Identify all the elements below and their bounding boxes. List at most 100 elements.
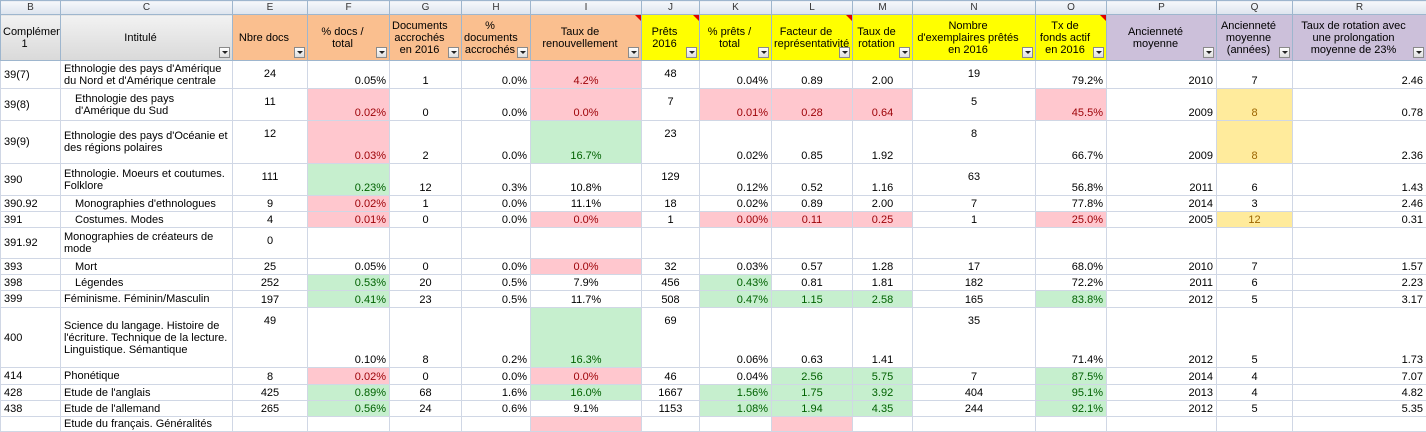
cell — [772, 417, 853, 432]
cell: 0.01% — [308, 212, 390, 228]
filter-button[interactable] — [376, 47, 387, 58]
cell: 2012 — [1107, 291, 1217, 308]
cell: 1.73 — [1293, 308, 1426, 368]
cell: 0.12% — [700, 164, 772, 196]
cell: 2010 — [1107, 61, 1217, 89]
cell — [1, 417, 61, 432]
cell: 0.0% — [531, 368, 642, 385]
cell — [1107, 417, 1217, 432]
cell: 1 — [390, 196, 462, 212]
comment-marker — [1100, 15, 1106, 21]
cell: 265 — [233, 401, 308, 417]
data-row: 39(8)Ethnologie des pays d'Amérique du S… — [1, 89, 1426, 121]
cell: 456 — [642, 275, 700, 291]
data-row: Etude du français. Généralités — [1, 417, 1426, 432]
cell: 49 — [233, 308, 308, 368]
cell: 0.78 — [1293, 89, 1426, 121]
cell: 0.43% — [700, 275, 772, 291]
cell: 2.56 — [772, 368, 853, 385]
column-header: Complément 1 — [1, 15, 61, 61]
column-header: Prêts 2016 — [642, 15, 700, 61]
cell: 4.35 — [853, 401, 913, 417]
cell: 0.0% — [531, 259, 642, 275]
cell: Phonétique — [61, 368, 233, 385]
cell: 0 — [390, 212, 462, 228]
column-letter: P — [1107, 1, 1217, 15]
filter-button[interactable] — [758, 47, 769, 58]
cell — [1036, 228, 1107, 259]
cell: 17 — [913, 259, 1036, 275]
cell: 400 — [1, 308, 61, 368]
cell: 2013 — [1107, 385, 1217, 401]
cell: 35 — [913, 308, 1036, 368]
filter-button[interactable] — [686, 47, 697, 58]
column-letter: J — [642, 1, 700, 15]
header-text: Nbre docs — [239, 32, 289, 44]
cell: 0.85 — [772, 121, 853, 164]
cell: 391.92 — [1, 228, 61, 259]
filter-button[interactable] — [517, 47, 528, 58]
filter-button[interactable] — [899, 47, 910, 58]
cell: 0.05% — [308, 259, 390, 275]
cell: 1.56% — [700, 385, 772, 401]
cell: 2.46 — [1293, 61, 1426, 89]
filter-button[interactable] — [1093, 47, 1104, 58]
cell: 1 — [642, 212, 700, 228]
cell — [642, 228, 700, 259]
filter-button[interactable] — [294, 47, 305, 58]
filter-button[interactable] — [219, 47, 230, 58]
filter-button[interactable] — [1203, 47, 1214, 58]
cell: 2 — [390, 121, 462, 164]
cell: 23 — [390, 291, 462, 308]
cell — [390, 228, 462, 259]
cell: 0.52 — [772, 164, 853, 196]
cell: 46 — [642, 368, 700, 385]
cell: 0.47% — [700, 291, 772, 308]
filter-button[interactable] — [1279, 47, 1290, 58]
cell: 6 — [1217, 275, 1293, 291]
column-letter: N — [913, 1, 1036, 15]
cell: 4.2% — [531, 61, 642, 89]
cell: 56.8% — [1036, 164, 1107, 196]
cell: 129 — [642, 164, 700, 196]
column-header: Ancienneté moyenne — [1107, 15, 1217, 61]
filter-button[interactable] — [1413, 47, 1424, 58]
cell: 0.25 — [853, 212, 913, 228]
cell: 0.0% — [462, 196, 531, 212]
column-letter: R — [1293, 1, 1426, 15]
cell: Ethnologie des pays d'Amérique du Sud — [61, 89, 233, 121]
cell: 0.04% — [700, 368, 772, 385]
cell: 4 — [1217, 368, 1293, 385]
cell: Etude de l'allemand — [61, 401, 233, 417]
cell: Légendes — [61, 275, 233, 291]
column-header: % docs / total — [308, 15, 390, 61]
cell: 71.4% — [1036, 308, 1107, 368]
cell: 2012 — [1107, 401, 1217, 417]
cell: 2005 — [1107, 212, 1217, 228]
column-letter: G — [390, 1, 462, 15]
cell: 8 — [233, 368, 308, 385]
filter-button[interactable] — [448, 47, 459, 58]
cell: 12 — [233, 121, 308, 164]
cell: 2.58 — [853, 291, 913, 308]
column-letter: M — [853, 1, 913, 15]
cell: 404 — [913, 385, 1036, 401]
cell: 0.3% — [462, 164, 531, 196]
cell: 390 — [1, 164, 61, 196]
cell: 10.8% — [531, 164, 642, 196]
cell: 398 — [1, 275, 61, 291]
header-text: Prêts 2016 — [652, 26, 678, 50]
header-text: Taux de renouvellement — [542, 26, 617, 50]
filter-button[interactable] — [839, 47, 850, 58]
cell: 2.36 — [1293, 121, 1426, 164]
cell: 8 — [1217, 89, 1293, 121]
cell: 0.0% — [462, 212, 531, 228]
cell: 0.0% — [462, 259, 531, 275]
cell: 0.02% — [700, 121, 772, 164]
filter-button[interactable] — [1022, 47, 1033, 58]
cell: 3.17 — [1293, 291, 1426, 308]
filter-button[interactable] — [628, 47, 639, 58]
